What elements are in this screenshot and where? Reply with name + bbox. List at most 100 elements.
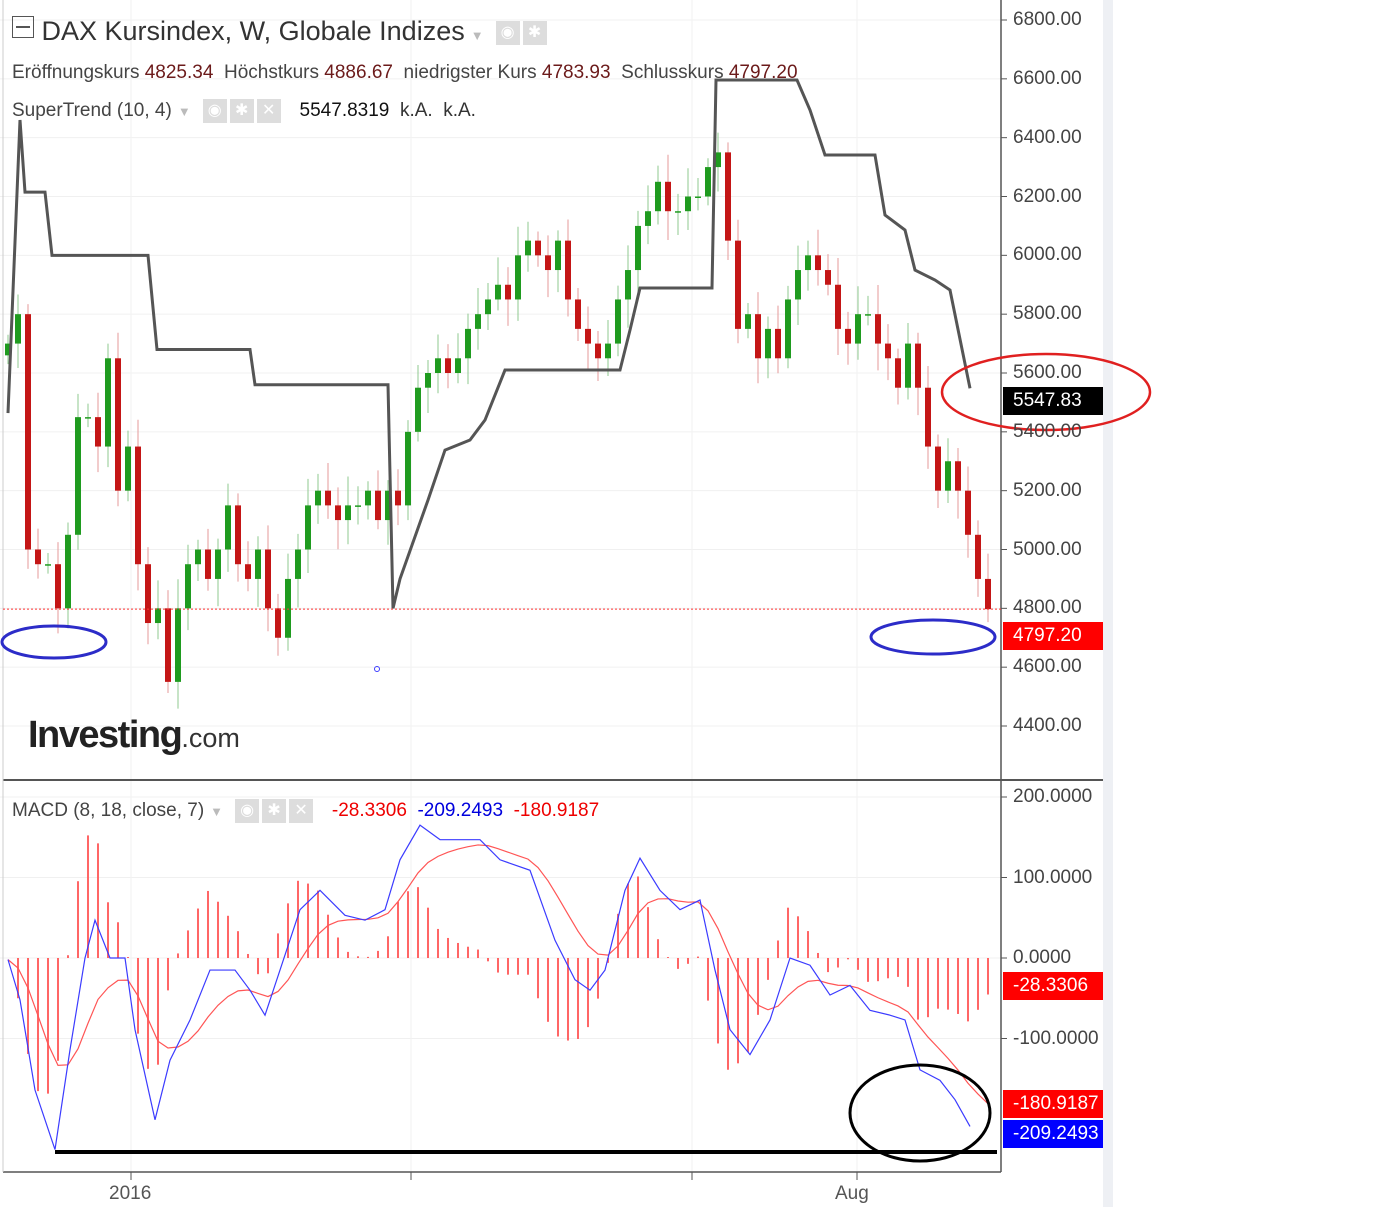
candle-body [975, 534, 981, 579]
macd-hist-tag: -28.3306 [1003, 972, 1103, 1000]
price-tick-label: 6400.00 [1013, 126, 1082, 148]
ohlc-row: Eröffnungskurs 4825.34 Höchstkurs 4886.6… [12, 62, 798, 84]
candle-body [195, 549, 201, 565]
candle-body [385, 490, 391, 521]
candle-body [205, 549, 211, 579]
chevron-down-icon[interactable]: ▼ [210, 804, 224, 820]
candle-body [925, 387, 931, 447]
price-tick-label: 5600.00 [1013, 362, 1082, 383]
high-value: 4886.67 [324, 62, 393, 83]
candle-body [415, 387, 421, 432]
close-value: 4797.20 [728, 62, 798, 83]
candle-body [955, 461, 961, 491]
macd-tick-label: 100.0000 [1013, 866, 1093, 888]
candle-body [365, 490, 371, 506]
candle-body [755, 314, 761, 359]
candle-body [225, 505, 231, 550]
candle-body [305, 505, 311, 550]
macd-tick-label: 0.0000 [1013, 947, 1072, 968]
candle-body [25, 314, 31, 550]
candle-body [155, 608, 161, 624]
candle-body [405, 431, 411, 506]
gear-icon[interactable]: ✱ [262, 799, 287, 823]
chevron-down-icon[interactable]: ▼ [470, 28, 484, 43]
candle-body [715, 152, 721, 168]
macd-signal-tag: -180.9187 [1003, 1090, 1103, 1118]
candle-body [435, 358, 441, 374]
candle-body [5, 343, 11, 356]
candle-body [745, 314, 751, 329]
candle-body [545, 255, 551, 271]
candle-body [535, 240, 541, 256]
macd-label[interactable]: MACD (8, 18, close, 7) [12, 800, 205, 822]
candle-body [175, 608, 181, 682]
candle-body [525, 240, 531, 256]
chart-title-row: DAX Kursindex, W, Globale Indizes ▼ ◉ ✱ [12, 16, 550, 47]
time-tick-label: Aug [835, 1183, 869, 1204]
candle-body [185, 564, 191, 609]
candle-body [145, 564, 151, 624]
candle-body [275, 608, 281, 638]
candle-body [815, 255, 821, 271]
candle-body [235, 505, 241, 565]
price-tick-label: 6200.00 [1013, 185, 1082, 207]
candle-body [565, 240, 571, 300]
supertrend-value: 5547.8319 [299, 100, 390, 122]
gear-icon[interactable]: ✱ [522, 20, 547, 45]
close-icon[interactable]: ✕ [256, 99, 281, 123]
candle-body [395, 490, 401, 506]
price-tick-label: 5200.00 [1013, 479, 1082, 501]
annotation-red-ellipse [940, 352, 1152, 432]
candle-body [635, 225, 641, 271]
price-tick-label: 4400.00 [1013, 715, 1082, 736]
last-price-tag: 4797.20 [1003, 622, 1103, 650]
candle-body [285, 578, 291, 638]
gear-icon[interactable]: ✱ [229, 99, 254, 123]
candle-body [245, 564, 251, 579]
candle-body [705, 167, 711, 197]
candle-body [15, 314, 21, 344]
candle-body [505, 284, 511, 300]
supertrend-label[interactable]: SuperTrend (10, 4) [12, 100, 172, 122]
chevron-down-icon[interactable]: ▼ [177, 104, 191, 120]
candle-body [575, 299, 581, 329]
supertrend-line [6, 78, 972, 609]
macd-tick-label: 200.0000 [1013, 786, 1093, 807]
candle-body [735, 240, 741, 329]
candle-body [375, 490, 381, 521]
candle-body [675, 211, 681, 213]
supertrend-value-3: k.A. [443, 100, 476, 122]
candle-body [665, 181, 671, 212]
candle-body [95, 417, 101, 447]
collapse-icon[interactable] [12, 16, 34, 38]
eye-icon[interactable]: ◉ [235, 799, 260, 823]
candle-body [355, 505, 361, 507]
candle-body [785, 299, 791, 359]
candle-body [615, 299, 621, 344]
candle-body [555, 240, 561, 271]
candle-body [775, 328, 781, 359]
candle-body [895, 358, 901, 388]
eye-icon[interactable]: ◉ [202, 99, 227, 123]
candle-body [595, 343, 601, 359]
supertrend-price-tag: 5547.83 [1003, 387, 1103, 415]
price-tick-label: 4800.00 [1013, 597, 1082, 619]
candle-body [115, 358, 121, 491]
candle-body [255, 549, 261, 579]
candle-body [625, 270, 631, 300]
time-tick-label: 2016 [109, 1183, 152, 1204]
investing-logo: Investing.com [28, 714, 240, 756]
candle-body [75, 417, 81, 535]
macd-value: -209.2493 [417, 800, 504, 822]
eye-icon[interactable]: ◉ [495, 20, 520, 45]
candle-body [265, 549, 271, 609]
candle-body [485, 299, 491, 315]
candle-body [55, 564, 61, 609]
price-tick-label: 5800.00 [1013, 303, 1082, 325]
price-tick-label: 4600.00 [1013, 656, 1082, 678]
macd-signal-value: -180.9187 [513, 800, 600, 822]
candle-body [795, 270, 801, 300]
close-icon[interactable]: ✕ [289, 799, 314, 823]
